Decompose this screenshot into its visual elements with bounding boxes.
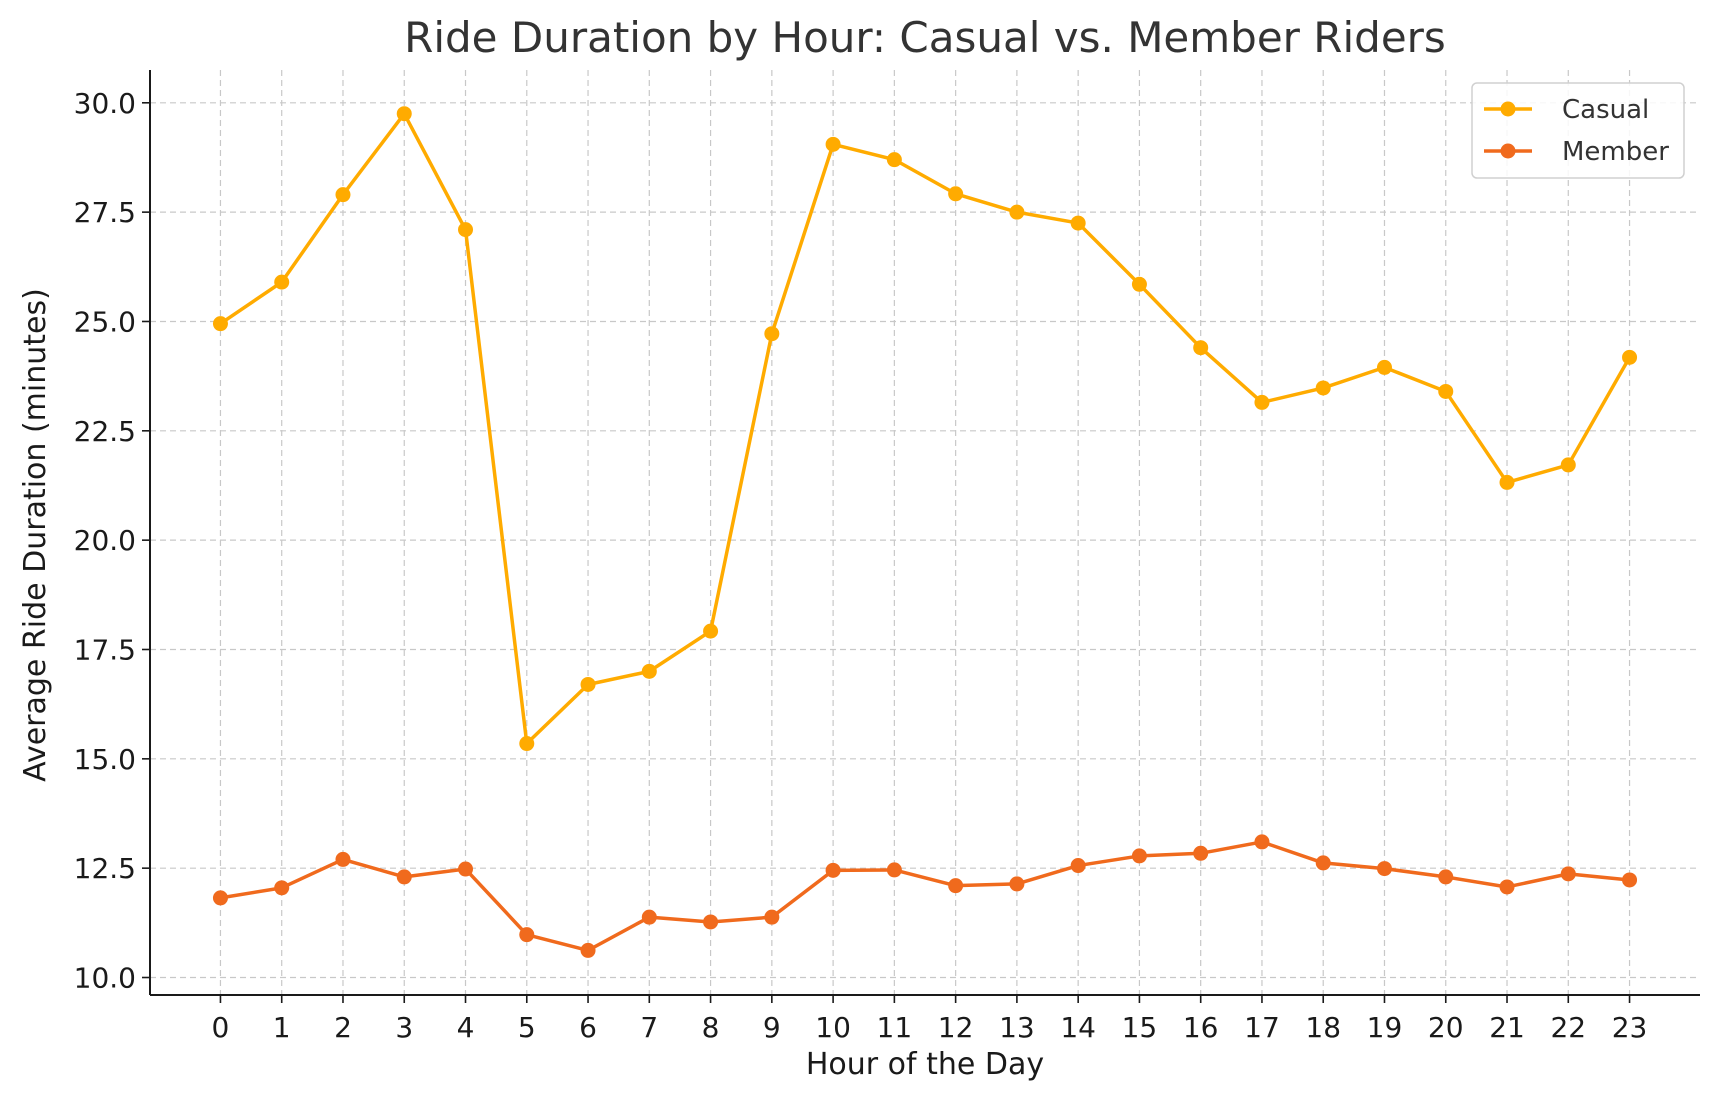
member-point xyxy=(703,914,719,930)
x-tick-label: 16 xyxy=(1183,1011,1219,1044)
member-point xyxy=(1376,861,1392,877)
series-member xyxy=(212,834,1638,958)
casual-point xyxy=(641,663,657,679)
x-tick-label: 2 xyxy=(334,1011,352,1044)
x-tick-label: 1 xyxy=(273,1011,291,1044)
x-tick-label: 18 xyxy=(1305,1011,1341,1044)
member-point xyxy=(825,862,841,878)
casual-point xyxy=(1499,474,1515,490)
member-point xyxy=(1254,834,1270,850)
x-tick-label: 3 xyxy=(395,1011,413,1044)
y-tick-label: 22.5 xyxy=(74,415,136,448)
member-point xyxy=(1009,876,1025,892)
x-tick-label: 22 xyxy=(1550,1011,1586,1044)
y-tick-label: 10.0 xyxy=(74,962,136,995)
casual-point xyxy=(1070,215,1086,231)
y-tick-label: 12.5 xyxy=(74,852,136,885)
member-point xyxy=(948,878,964,894)
x-tick-label: 9 xyxy=(763,1011,781,1044)
grid xyxy=(150,70,1700,995)
casual-point xyxy=(458,222,474,238)
member-point xyxy=(1193,845,1209,861)
x-tick-label: 23 xyxy=(1612,1011,1648,1044)
axes: 0 1 2 3 4 5 6 7 8 9 10 11 12 13 14 15 16 17 18 19 20 21 22 2310… xyxy=(74,70,1700,1044)
member-point xyxy=(519,927,535,943)
x-tick-label: 10 xyxy=(815,1011,851,1044)
casual-point xyxy=(948,186,964,202)
legend-label-casual: Casual xyxy=(1562,95,1649,125)
casual-point xyxy=(580,676,596,692)
casual-point xyxy=(1193,340,1209,356)
x-axis-label: Hour of the Day xyxy=(806,1047,1044,1082)
legend-label-member: Member xyxy=(1562,137,1669,167)
casual-point xyxy=(1622,349,1638,365)
casual-point xyxy=(1009,204,1025,220)
casual-point xyxy=(703,623,719,639)
member-point xyxy=(886,862,902,878)
member-line xyxy=(220,840,1630,953)
member-point xyxy=(1315,855,1331,871)
y-tick-label: 15.0 xyxy=(74,743,136,776)
casual-point xyxy=(1315,380,1331,396)
member-point xyxy=(1131,848,1147,864)
casual-point xyxy=(1131,276,1147,292)
casual-line xyxy=(219,111,1632,746)
x-tick-label: 5 xyxy=(518,1011,536,1044)
x-tick-label: 7 xyxy=(640,1011,658,1044)
x-tick-label: 4 xyxy=(457,1011,475,1044)
legend: Casual Member xyxy=(1471,82,1685,179)
x-tick-label: 8 xyxy=(702,1011,720,1044)
casual-point xyxy=(1254,394,1270,410)
y-tick-label: 17.5 xyxy=(74,633,136,666)
casual-point xyxy=(1376,359,1392,375)
casual-point xyxy=(1438,383,1454,399)
member-point xyxy=(212,890,228,906)
x-tick-label: 19 xyxy=(1367,1011,1403,1044)
x-tick-label: 14 xyxy=(1060,1011,1096,1044)
x-tick-label: 11 xyxy=(877,1011,913,1044)
casual-point xyxy=(212,316,228,332)
casual-point xyxy=(335,187,351,203)
x-tick-label: 0 xyxy=(212,1011,230,1044)
legend-box xyxy=(1471,82,1685,179)
member-point xyxy=(764,909,780,925)
member-point xyxy=(1070,858,1086,874)
x-tick-label: 6 xyxy=(579,1011,597,1044)
member-point xyxy=(1622,872,1638,888)
member-point xyxy=(580,942,596,958)
y-axis-label: Average Ride Duration (minutes) xyxy=(18,288,53,782)
y-tick-label: 27.5 xyxy=(74,196,136,229)
y-tick-label: 20.0 xyxy=(74,524,136,557)
x-tick-label: 13 xyxy=(999,1011,1035,1044)
member-point xyxy=(641,909,657,925)
casual-point xyxy=(274,274,290,290)
member-point xyxy=(274,880,290,896)
member-point xyxy=(1499,879,1515,895)
y-tick-label: 25.0 xyxy=(74,305,136,338)
casual-point xyxy=(1560,457,1576,473)
x-tick-label: 17 xyxy=(1244,1011,1280,1044)
casual-point xyxy=(519,736,535,752)
member-point xyxy=(1560,866,1576,882)
x-tick-label: 20 xyxy=(1428,1011,1464,1044)
series-lines xyxy=(212,106,1638,958)
casual-point xyxy=(886,152,902,168)
member-point xyxy=(396,869,412,885)
casual-point xyxy=(396,106,412,122)
x-tick-label: 21 xyxy=(1489,1011,1525,1044)
x-tick-label: 12 xyxy=(938,1011,974,1044)
member-point xyxy=(335,851,351,867)
chart-title: Ride Duration by Hour: Casual vs. Member… xyxy=(404,13,1446,62)
y-tick-label: 30.0 xyxy=(74,87,136,120)
legend-marker-member xyxy=(1500,143,1516,159)
casual-point xyxy=(825,136,841,152)
member-point xyxy=(1438,869,1454,885)
casual-point xyxy=(764,326,780,342)
series-casual xyxy=(212,106,1638,752)
member-point xyxy=(458,861,474,877)
legend-marker-casual xyxy=(1500,101,1516,117)
x-tick-label: 15 xyxy=(1122,1011,1158,1044)
